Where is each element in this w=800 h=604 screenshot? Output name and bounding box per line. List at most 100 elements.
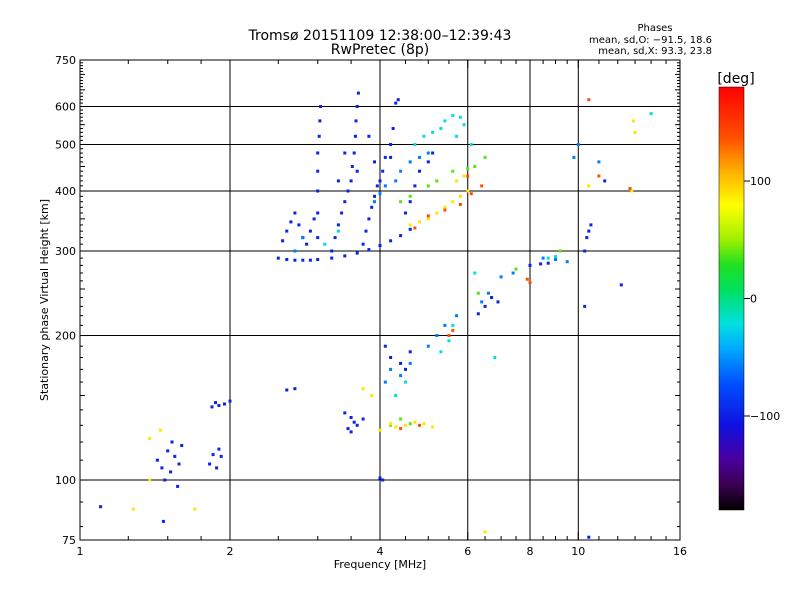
- data-point: [163, 478, 167, 482]
- data-point: [451, 113, 455, 117]
- data-point: [340, 211, 344, 215]
- data-point: [367, 248, 371, 252]
- y-tick-label: 750: [55, 54, 76, 67]
- data-point: [399, 169, 403, 173]
- data-point: [346, 189, 350, 193]
- data-point: [352, 151, 356, 155]
- data-point: [431, 130, 435, 134]
- data-point: [131, 507, 135, 511]
- data-point: [413, 226, 417, 230]
- y-tick-label: 100: [55, 474, 76, 487]
- data-point: [422, 422, 426, 426]
- data-point: [223, 402, 226, 406]
- colorbar: [718, 86, 745, 511]
- data-point: [373, 200, 376, 204]
- data-point: [318, 119, 322, 123]
- data-point: [361, 417, 365, 421]
- data-point: [447, 339, 451, 343]
- stats-line-o: mean, sd,O: −91.5, 18.6: [589, 35, 712, 46]
- data-point: [447, 334, 451, 337]
- data-point: [466, 189, 470, 193]
- data-point: [418, 423, 421, 427]
- data-point: [346, 427, 350, 431]
- data-point: [316, 189, 320, 193]
- data-point: [546, 261, 550, 265]
- data-point: [161, 519, 165, 523]
- data-point: [458, 115, 462, 119]
- y-tick-label: 200: [55, 330, 76, 343]
- data-point: [413, 184, 417, 188]
- colorbar-tick-label: −100: [750, 410, 780, 423]
- data-point: [408, 361, 412, 365]
- data-point: [483, 304, 487, 308]
- data-point: [583, 249, 587, 253]
- data-point: [176, 484, 180, 488]
- data-point: [439, 350, 443, 354]
- data-point: [219, 454, 223, 458]
- data-point: [587, 98, 591, 102]
- x-tick-label: 4: [377, 545, 384, 558]
- data-point: [541, 256, 545, 260]
- data-point: [413, 420, 417, 424]
- data-point: [585, 236, 589, 240]
- data-point: [285, 388, 289, 392]
- data-point: [483, 530, 487, 534]
- data-point: [148, 437, 152, 441]
- data-point: [301, 258, 305, 262]
- data-point: [496, 300, 500, 304]
- y-tick-label: 300: [55, 245, 76, 258]
- data-point: [399, 361, 403, 365]
- x-tick-label: 6: [464, 545, 471, 558]
- grid-lines: [80, 60, 680, 540]
- data-point: [499, 275, 503, 279]
- data-point: [404, 423, 407, 427]
- data-point: [352, 420, 356, 424]
- data-point: [426, 217, 430, 221]
- data-point: [180, 444, 184, 447]
- data-point: [170, 440, 174, 444]
- data-point: [572, 155, 576, 159]
- data-point: [399, 427, 403, 431]
- data-point: [228, 399, 232, 403]
- data-point: [490, 296, 494, 299]
- data-point: [404, 380, 407, 384]
- y-axis: 75 100 200 300 400 500 600 750: [55, 54, 680, 547]
- data-point: [431, 151, 435, 155]
- data-point: [316, 211, 320, 215]
- data-point: [323, 242, 327, 246]
- data-point: [356, 91, 360, 95]
- data-point: [158, 428, 162, 432]
- data-point: [364, 229, 368, 233]
- y-tick-label: 400: [55, 185, 76, 198]
- stats-line-x: mean, sd,X: 93.3, 23.8: [598, 46, 712, 57]
- data-point: [399, 417, 403, 421]
- data-point: [378, 428, 382, 432]
- data-point: [576, 143, 580, 146]
- data-point: [354, 119, 358, 123]
- data-point: [99, 505, 103, 509]
- data-point: [528, 263, 532, 267]
- data-point: [408, 223, 412, 227]
- x-tick-label: 1: [77, 545, 84, 558]
- data-point: [455, 314, 459, 318]
- data-point: [343, 411, 347, 415]
- data-point: [399, 234, 403, 238]
- data-point: [458, 203, 462, 206]
- data-point: [381, 478, 385, 482]
- data-point: [217, 447, 221, 451]
- data-point: [451, 200, 455, 204]
- data-point: [389, 155, 393, 159]
- data-point: [355, 105, 359, 108]
- data-point: [408, 160, 412, 164]
- data-point: [554, 258, 557, 261]
- data-point: [451, 169, 455, 173]
- data-point: [297, 223, 301, 227]
- data-point: [451, 323, 455, 327]
- data-point: [169, 470, 173, 474]
- data-point: [148, 478, 152, 482]
- data-point: [367, 217, 371, 221]
- data-point: [554, 255, 557, 259]
- data-point: [426, 344, 430, 348]
- data-point: [276, 256, 280, 260]
- data-point: [173, 454, 177, 458]
